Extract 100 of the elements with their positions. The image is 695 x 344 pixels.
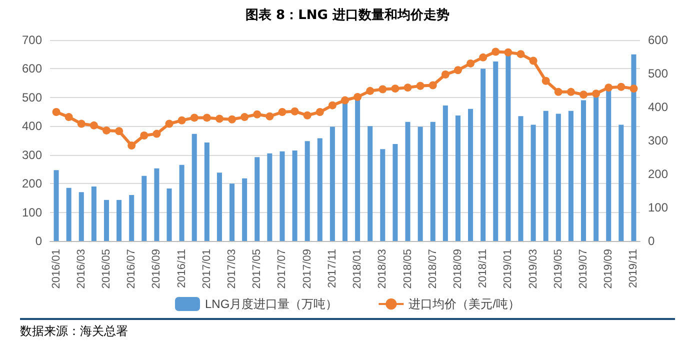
bar bbox=[330, 126, 335, 241]
bar bbox=[581, 100, 586, 241]
bar bbox=[317, 138, 322, 241]
point bbox=[416, 82, 424, 90]
point bbox=[466, 59, 475, 68]
bar bbox=[192, 134, 197, 241]
bar bbox=[230, 184, 235, 241]
x-tick-label: 2017/11 bbox=[326, 249, 338, 288]
y2-tick-label: 0 bbox=[648, 234, 655, 248]
y-tick-label: 500 bbox=[22, 90, 42, 104]
bar bbox=[242, 178, 248, 241]
chart-title: 图表 8：LNG 进口数量和均价走势 bbox=[244, 7, 450, 24]
x-tick-label: 2018/03 bbox=[376, 249, 389, 289]
bar bbox=[405, 122, 410, 241]
x-tick-label: 2017/07 bbox=[276, 249, 288, 289]
point bbox=[492, 48, 500, 56]
x-tick-label: 2017/05 bbox=[251, 249, 264, 289]
point bbox=[354, 92, 362, 101]
x-tick-label: 2019/03 bbox=[527, 249, 540, 289]
bar bbox=[606, 90, 612, 241]
bar bbox=[631, 54, 636, 241]
point bbox=[102, 126, 110, 134]
point bbox=[479, 53, 488, 62]
point bbox=[77, 120, 86, 128]
y-tick-label: 600 bbox=[22, 62, 42, 76]
point bbox=[391, 84, 400, 93]
point bbox=[366, 86, 374, 95]
bar bbox=[179, 164, 184, 241]
y-tick-label: 200 bbox=[22, 176, 42, 191]
source-note: 数据来源：海关总署 bbox=[20, 318, 675, 340]
bar bbox=[142, 176, 147, 241]
x-tick-label: 2018/05 bbox=[402, 249, 414, 289]
point bbox=[554, 88, 562, 96]
bar bbox=[66, 188, 72, 241]
y2-tick-label: 500 bbox=[648, 66, 668, 80]
point bbox=[566, 88, 575, 96]
point bbox=[516, 50, 525, 58]
point bbox=[604, 84, 613, 92]
bar bbox=[280, 151, 285, 241]
x-tick-label: 2019/05 bbox=[552, 249, 564, 289]
point bbox=[115, 127, 124, 136]
bar bbox=[455, 116, 460, 241]
bar bbox=[104, 200, 109, 241]
x-tick-label: 2018/11 bbox=[477, 249, 490, 288]
bar bbox=[54, 170, 59, 241]
point bbox=[341, 96, 349, 104]
x-tick-label: 2016/05 bbox=[100, 249, 112, 289]
bar bbox=[267, 153, 272, 241]
x-tick-label: 2017/09 bbox=[301, 249, 314, 289]
point bbox=[215, 114, 224, 123]
point bbox=[617, 82, 626, 91]
point bbox=[441, 70, 450, 79]
bar bbox=[154, 168, 160, 241]
point bbox=[404, 84, 412, 92]
y-tick-label: 400 bbox=[22, 119, 42, 134]
point bbox=[253, 110, 262, 118]
bar bbox=[368, 126, 373, 241]
x-tick-label: 2017/01 bbox=[200, 249, 213, 289]
bar bbox=[530, 124, 536, 241]
x-tick-label: 2018/09 bbox=[452, 249, 464, 289]
y-tick-label: 100 bbox=[22, 205, 42, 220]
y-tick-label: 300 bbox=[22, 148, 42, 162]
bar bbox=[468, 108, 474, 241]
x-tick-label: 2019/01 bbox=[502, 249, 514, 289]
bar bbox=[91, 186, 96, 241]
point bbox=[542, 76, 550, 85]
point bbox=[52, 108, 60, 116]
point bbox=[266, 112, 274, 120]
bar bbox=[304, 141, 310, 241]
y2-tick-label: 200 bbox=[648, 167, 668, 181]
point bbox=[178, 116, 186, 124]
point bbox=[165, 120, 174, 128]
x-tick-label: 2016/09 bbox=[150, 249, 163, 289]
point bbox=[504, 48, 512, 56]
bar bbox=[442, 105, 448, 241]
legend-label: 进口均价（美元/吨） bbox=[408, 297, 520, 311]
bar bbox=[430, 122, 436, 241]
bar bbox=[418, 126, 423, 241]
point bbox=[580, 90, 588, 99]
x-tick-label: 2019/11 bbox=[628, 249, 640, 288]
bar bbox=[380, 149, 386, 241]
bar bbox=[518, 116, 524, 241]
bar bbox=[594, 94, 599, 241]
point bbox=[290, 107, 299, 116]
point bbox=[64, 113, 73, 122]
y2-tick-label: 300 bbox=[648, 134, 668, 148]
bar bbox=[568, 110, 574, 241]
bar bbox=[493, 62, 498, 241]
x-tick-label: 2016/01 bbox=[50, 249, 62, 289]
bar bbox=[216, 172, 222, 241]
y-tick-label: 0 bbox=[35, 234, 42, 248]
y2-tick-label: 100 bbox=[648, 200, 668, 214]
point bbox=[630, 84, 638, 93]
point bbox=[228, 115, 236, 124]
bar bbox=[543, 110, 548, 241]
bar bbox=[480, 68, 486, 241]
point bbox=[202, 114, 211, 122]
x-tick-label: 2016/11 bbox=[176, 249, 188, 288]
bar bbox=[292, 150, 298, 241]
point bbox=[190, 114, 198, 122]
